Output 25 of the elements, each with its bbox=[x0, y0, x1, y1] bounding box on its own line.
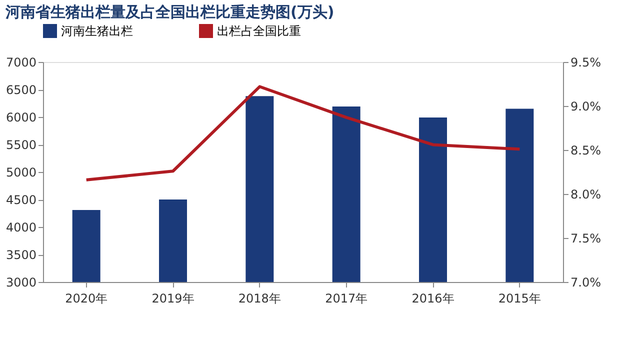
y2-tick-label: 7.0% bbox=[570, 276, 601, 290]
x-tick-label: 2019年 bbox=[152, 292, 194, 306]
y2-tick-label: 7.5% bbox=[570, 232, 601, 246]
y2-tick-label: 9.0% bbox=[570, 100, 601, 114]
y2-tick-label: 8.0% bbox=[570, 188, 601, 202]
y-tick-label: 3500 bbox=[6, 248, 36, 262]
x-tick-label: 2016年 bbox=[412, 292, 454, 306]
y-tick-label: 3000 bbox=[6, 276, 36, 290]
y-tick-label: 6000 bbox=[6, 110, 36, 124]
y-tick-label: 4500 bbox=[6, 193, 36, 207]
y-tick-label: 7000 bbox=[6, 56, 36, 70]
x-tick-label: 2015年 bbox=[498, 292, 541, 306]
y2-tick-label: 9.5% bbox=[570, 56, 601, 70]
x-tick-label: 2018年 bbox=[238, 292, 281, 306]
x-tick-label: 2017年 bbox=[325, 292, 368, 306]
y2-tick-label: 8.5% bbox=[570, 144, 601, 158]
chart-title: 河南省生猪出栏量及占全国出栏比重走势图(万头) bbox=[4, 3, 334, 21]
y-tick-label: 5000 bbox=[6, 166, 36, 180]
legend-label: 河南生猪出栏 bbox=[61, 24, 133, 38]
y-tick-label: 4000 bbox=[6, 220, 36, 234]
y-tick-label: 6500 bbox=[6, 83, 36, 97]
legend-label: 出栏占全国比重 bbox=[217, 24, 301, 38]
x-tick-label: 2020年 bbox=[65, 292, 108, 306]
line-series bbox=[84, 85, 522, 182]
y-tick-label: 5500 bbox=[6, 138, 36, 152]
